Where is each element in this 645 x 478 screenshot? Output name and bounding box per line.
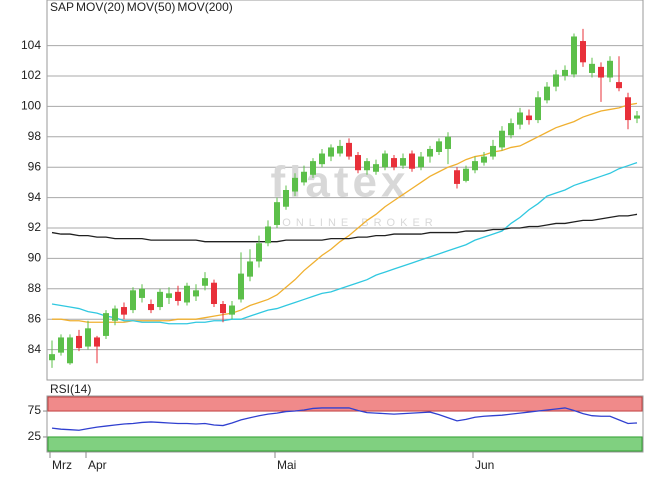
candle-body [553,74,559,87]
candle-body [49,354,55,361]
candle-body [175,291,181,301]
candle-body [580,41,586,63]
legend-entry: SAP [50,0,74,14]
candle-body [292,177,298,192]
candle-body [301,171,307,183]
y-tick-label: 88 [28,281,42,295]
candle-body [94,337,100,347]
y-tick-label: 25 [28,429,42,443]
candle-body [121,307,127,315]
y-tick-label: 90 [28,251,42,265]
candle-body [67,337,73,364]
candle-body [139,288,145,298]
candle-body [58,337,64,353]
candle-body [418,156,424,168]
overbought-band [47,396,643,412]
candle-body [211,282,217,304]
legend-entry: MOV(20) [76,0,125,14]
candle-body [409,153,415,169]
candle-body [229,305,235,315]
candle-body [463,168,469,181]
candle-body [103,313,109,336]
candle-body [112,308,118,321]
candle-body [184,285,190,303]
candle-body [130,290,136,311]
candle-body [265,226,271,244]
candle-body [571,36,577,75]
candle-body [589,63,595,73]
candle-body [436,141,442,152]
candle-body [220,304,226,314]
candle-body [364,161,370,171]
candle-body [625,97,631,121]
candle-body [328,147,334,157]
watermark: flatex [271,158,410,207]
candle-body [166,293,172,298]
candle-body [346,142,352,157]
candle-body [400,158,406,166]
oversold-band [47,436,643,452]
legend-entry: MOV(50) [127,0,176,14]
candle-body [247,261,253,277]
candle-body [319,153,325,165]
x-tick-label: Mrz [52,458,72,472]
plot-area [46,0,644,381]
candle-body [202,278,208,286]
y-tick-label: 84 [28,342,42,356]
candle-body [454,170,460,184]
y-tick-label: 102 [21,68,41,82]
line-series [51,162,638,325]
watermark-sub: ONLINE BROKER [282,217,437,229]
candle-body [481,156,487,163]
candle-body [373,164,379,172]
y-tick-label: 94 [28,190,42,204]
candle-body [535,97,541,121]
rsi-label: RSI(14) [50,382,91,396]
candle-body [598,66,604,78]
candle-body [76,335,82,349]
candle-body [238,273,244,300]
y-tick-label: 98 [28,129,42,143]
candle-body [85,328,91,347]
candle-body [472,161,478,171]
y-tick-label: 75 [28,403,42,417]
candle-body [337,145,343,154]
y-tick-label: 100 [21,99,41,113]
candle-body [634,115,640,119]
line-series [51,407,638,431]
y-tick-label: 104 [21,38,41,52]
candle-body [427,148,433,157]
candle-body [157,291,163,308]
candle-body [499,130,505,148]
y-tick-label: 86 [28,311,42,325]
line-series [51,213,638,243]
candle-body [274,202,280,225]
candle-body [508,123,514,136]
candle-body [607,60,613,78]
candle-body [391,158,397,168]
candle-body [562,69,568,76]
candle-body [355,155,361,171]
candle-body [283,190,289,207]
candle-body [445,136,451,149]
y-tick-label: 92 [28,220,42,234]
candle-body [544,86,550,101]
candle-body [193,290,199,297]
candle-body [310,161,316,175]
candle-body [256,243,262,262]
x-tick-label: Apr [88,458,107,472]
candle-body [616,82,622,89]
x-tick-label: Mai [277,458,296,472]
candle-body [490,145,496,157]
legend-entry: MOV(200) [177,0,232,14]
candle-body [148,304,154,311]
candle-body [526,115,532,121]
x-tick-label: Jun [475,458,494,472]
y-tick-label: 96 [28,159,42,173]
candle-body [517,112,523,125]
candle-body [382,153,388,168]
